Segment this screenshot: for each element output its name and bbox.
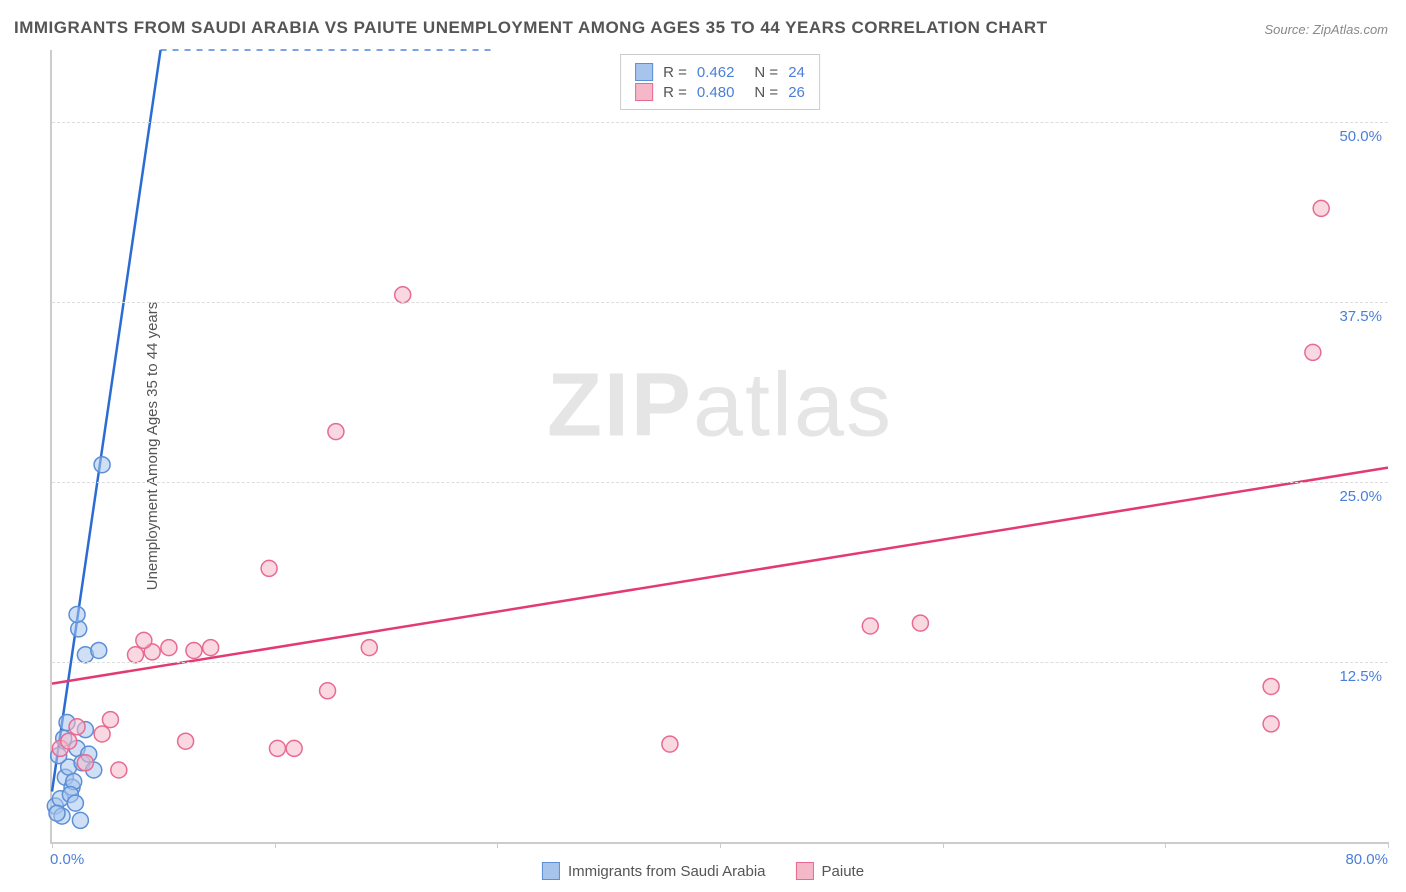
legend-correlation: R = 0.462 N = 24 R = 0.480 N = 26	[620, 54, 820, 110]
x-tick	[275, 842, 276, 848]
legend-label: Immigrants from Saudi Arabia	[568, 863, 766, 880]
legend-N-value: 26	[788, 84, 805, 101]
legend-swatch	[635, 83, 653, 101]
gridline	[52, 302, 1388, 303]
legend-R-value: 0.462	[697, 64, 735, 81]
x-axis-min: 0.0%	[50, 851, 84, 868]
gridline	[52, 662, 1388, 663]
legend-R-label: R =	[663, 64, 687, 81]
y-tick-label: 50.0%	[1339, 128, 1382, 145]
legend-R-value: 0.480	[697, 84, 735, 101]
y-tick-label: 25.0%	[1339, 488, 1382, 505]
chart-plot-area: ZIPatlas R =0.462N =24R =0.480N =26 12.5…	[50, 50, 1388, 844]
legend-row: R = 0.480 N = 26	[635, 83, 805, 101]
legend-swatch	[542, 862, 560, 880]
y-tick-label: 37.5%	[1339, 308, 1382, 325]
legend-R-label: R =	[663, 84, 687, 101]
legend-swatch	[635, 63, 653, 81]
x-tick	[1388, 842, 1389, 848]
x-tick	[720, 842, 721, 848]
legend-N-label: N =	[754, 64, 778, 81]
legend-N-label: N =	[754, 84, 778, 101]
x-tick	[1165, 842, 1166, 848]
legend-row: R = 0.462 N = 24	[635, 63, 805, 81]
chart-title: IMMIGRANTS FROM SAUDI ARABIA VS PAIUTE U…	[14, 18, 1048, 38]
legend-N-value: 24	[788, 64, 805, 81]
legend-item: Paiute	[796, 862, 865, 880]
legend-swatch	[796, 862, 814, 880]
legend-item: Immigrants from Saudi Arabia	[542, 862, 766, 880]
legend-series: Immigrants from Saudi Arabia Paiute	[542, 862, 864, 880]
gridline	[52, 122, 1388, 123]
scatter-svg	[52, 50, 1388, 842]
source-label: Source: ZipAtlas.com	[1264, 22, 1388, 37]
x-tick	[52, 842, 53, 848]
gridline	[52, 482, 1388, 483]
x-tick	[497, 842, 498, 848]
x-tick	[943, 842, 944, 848]
y-tick-label: 12.5%	[1339, 668, 1382, 685]
legend-label: Paiute	[822, 863, 865, 880]
x-axis-max: 80.0%	[1345, 851, 1388, 868]
